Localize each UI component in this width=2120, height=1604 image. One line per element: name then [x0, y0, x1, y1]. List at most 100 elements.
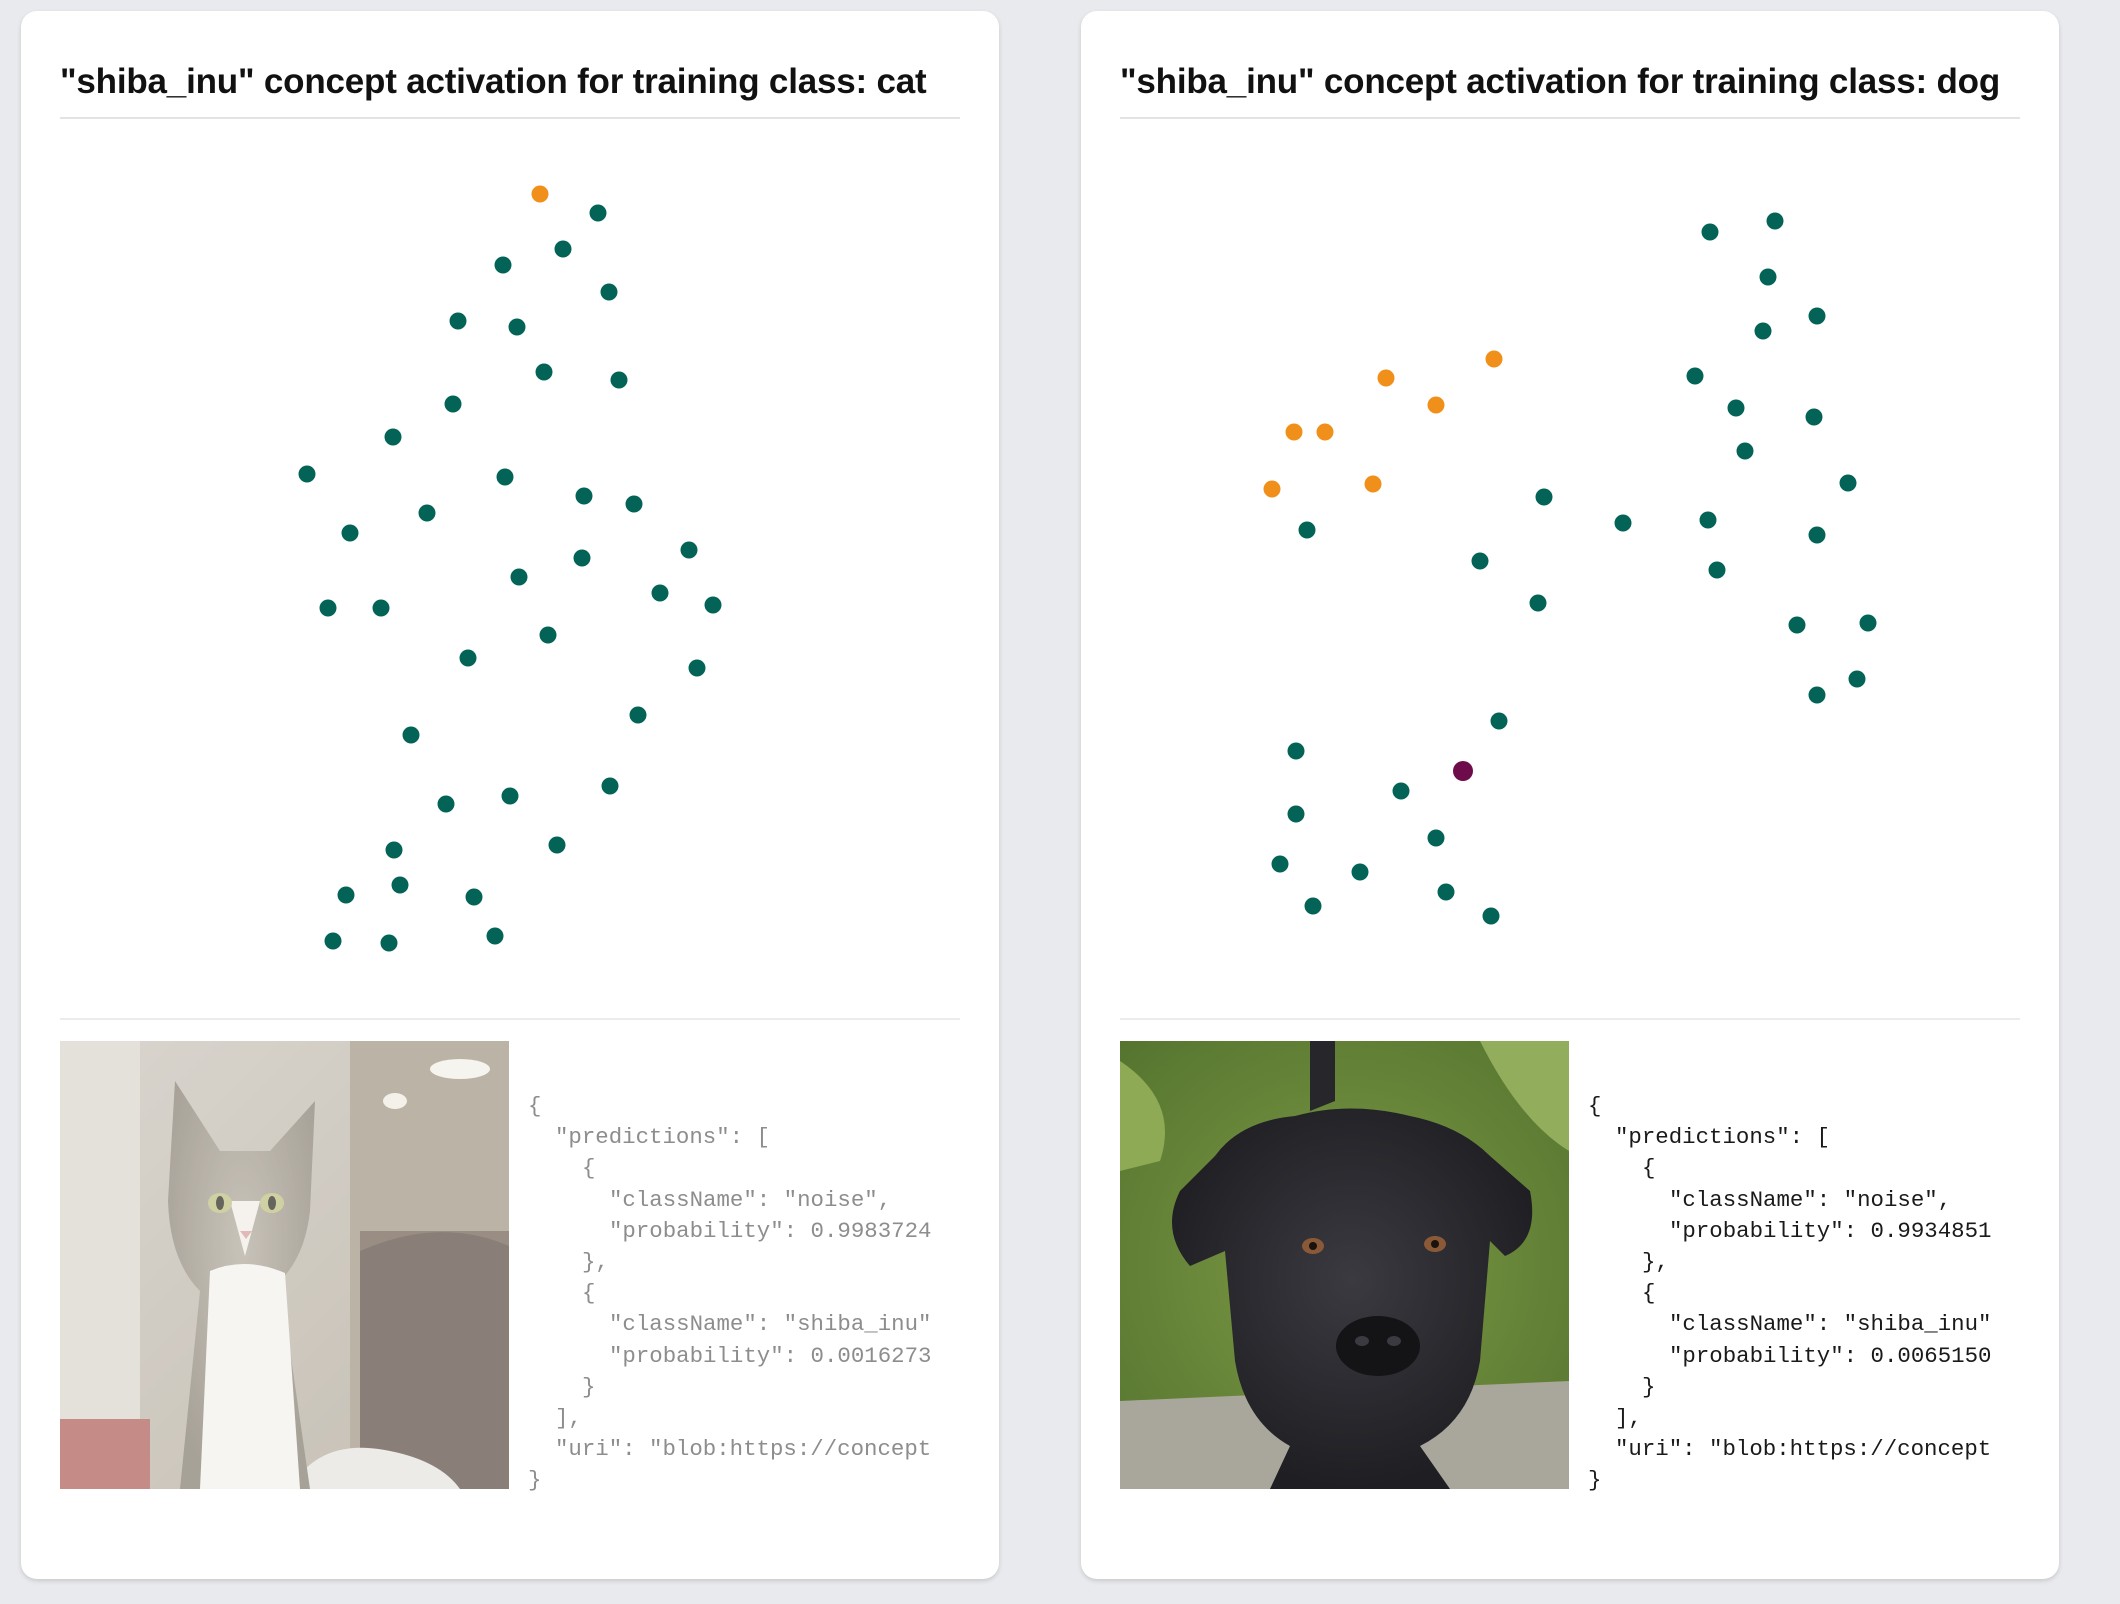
scatter-point-default[interactable] [625, 495, 643, 513]
scatter-point-default[interactable] [1701, 223, 1719, 241]
json-line: "className": "shiba_inu" [1669, 1311, 1992, 1338]
scatter-point-default[interactable] [496, 468, 514, 486]
scatter-point-default[interactable] [1392, 782, 1410, 800]
scatter-point-default[interactable] [1304, 897, 1322, 915]
scatter-point-default[interactable] [1437, 883, 1455, 901]
scatter-point-default[interactable] [1427, 829, 1445, 847]
scatter-point-default[interactable] [704, 596, 722, 614]
json-line: } [528, 1467, 542, 1494]
scatter-point-default[interactable] [1727, 399, 1745, 417]
scatter-point-default[interactable] [1535, 488, 1553, 506]
scatter-point-default[interactable] [1298, 521, 1316, 539]
json-line: { [1588, 1093, 1602, 1119]
json-line: { [1642, 1280, 1656, 1307]
scatter-point-default[interactable] [444, 395, 462, 413]
scatter-point-default[interactable] [380, 934, 398, 952]
scatter-point-default[interactable] [298, 465, 316, 483]
json-line: "probability": 0.0065150 [1669, 1342, 1992, 1369]
scatter-point-concept[interactable] [1263, 480, 1281, 498]
scatter-point-default[interactable] [1699, 511, 1717, 529]
scatter-point-default[interactable] [337, 886, 355, 904]
scatter-point-default[interactable] [1808, 526, 1826, 544]
scatter-point-concept[interactable] [1377, 369, 1395, 387]
scatter-point-default[interactable] [319, 599, 337, 617]
scatter-plot[interactable] [1081, 119, 2059, 1031]
scatter-point-default[interactable] [610, 371, 628, 389]
scatter-point-default[interactable] [508, 318, 526, 336]
scatter-point-concept[interactable] [1316, 423, 1334, 441]
scatter-point-default[interactable] [1805, 408, 1823, 426]
json-line: ], [555, 1404, 582, 1431]
json-line: "uri": "blob:https://concept [555, 1436, 932, 1463]
scatter-point-default[interactable] [1490, 712, 1508, 730]
scatter-point-default[interactable] [449, 312, 467, 330]
scatter-point-default[interactable] [680, 541, 698, 559]
scatter-point-default[interactable] [372, 599, 390, 617]
scatter-point-default[interactable] [1287, 742, 1305, 760]
scatter-point-default[interactable] [1529, 594, 1547, 612]
json-line: "className": "shiba_inu" [609, 1311, 932, 1338]
scatter-point-default[interactable] [324, 932, 342, 950]
scatter-point-concept[interactable] [1485, 350, 1503, 368]
scatter-point-default[interactable] [1754, 322, 1772, 340]
scatter-point-default[interactable] [486, 927, 504, 945]
json-line: "probability": 0.9934851 [1669, 1217, 1992, 1244]
scatter-point-concept[interactable] [1364, 475, 1382, 493]
json-line: "probability": 0.9983724 [609, 1217, 932, 1244]
scatter-point-default[interactable] [341, 524, 359, 542]
scatter-point-default[interactable] [501, 787, 519, 805]
scatter-point-default[interactable] [1759, 268, 1777, 286]
scatter-point-default[interactable] [573, 549, 591, 567]
prediction-json: {"predictions": [{"className": "noise", "… [528, 1091, 976, 1511]
scatter-point-default[interactable] [465, 888, 483, 906]
scatter-point-default[interactable] [437, 795, 455, 813]
scatter-point-default[interactable] [1708, 561, 1726, 579]
scatter-point-default[interactable] [1788, 616, 1806, 634]
scatter-point-default[interactable] [1471, 552, 1489, 570]
scatter-point-default[interactable] [1482, 907, 1500, 925]
json-line: ], [1615, 1404, 1642, 1431]
json-line: } [1642, 1373, 1656, 1400]
scatter-point-default[interactable] [1351, 863, 1369, 881]
scatter-point-default[interactable] [1271, 855, 1289, 873]
scatter-point-default[interactable] [1808, 686, 1826, 704]
scatter-point-concept[interactable] [531, 185, 549, 203]
panel-cat: "shiba_inu" concept activation for train… [21, 11, 999, 1579]
scatter-point-default[interactable] [548, 836, 566, 854]
scatter-point-default[interactable] [601, 777, 619, 795]
scatter-point-default[interactable] [391, 876, 409, 894]
scatter-point-concept[interactable] [1427, 396, 1445, 414]
json-line: } [1588, 1467, 1602, 1494]
scatter-point-default[interactable] [385, 841, 403, 859]
scatter-point-default[interactable] [629, 706, 647, 724]
scatter-point-default[interactable] [1766, 212, 1784, 230]
scatter-point-default[interactable] [1859, 614, 1877, 632]
scatter-plot[interactable] [21, 119, 999, 1031]
scatter-point-default[interactable] [554, 240, 572, 258]
json-line: }, [1642, 1248, 1669, 1275]
scatter-point-default[interactable] [1736, 442, 1754, 460]
scatter-point-default[interactable] [1614, 514, 1632, 532]
scatter-point-default[interactable] [494, 256, 512, 274]
scatter-point-default[interactable] [651, 584, 669, 602]
scatter-point-default[interactable] [510, 568, 528, 586]
scatter-point-default[interactable] [1287, 805, 1305, 823]
scatter-point-default[interactable] [589, 204, 607, 222]
scatter-point-default[interactable] [600, 283, 618, 301]
scatter-point-concept[interactable] [1285, 423, 1303, 441]
scatter-point-default[interactable] [384, 428, 402, 446]
scatter-point-default[interactable] [575, 487, 593, 505]
scatter-point-default[interactable] [1808, 307, 1826, 325]
scatter-point-default[interactable] [539, 626, 557, 644]
scatter-point-default[interactable] [418, 504, 436, 522]
scatter-point-selected[interactable] [1453, 761, 1473, 781]
json-line: "className": "noise", [609, 1186, 892, 1213]
scatter-point-default[interactable] [1839, 474, 1857, 492]
json-line: "className": "noise", [1669, 1186, 1952, 1213]
scatter-point-default[interactable] [688, 659, 706, 677]
scatter-point-default[interactable] [459, 649, 477, 667]
scatter-point-default[interactable] [1848, 670, 1866, 688]
scatter-point-default[interactable] [402, 726, 420, 744]
scatter-point-default[interactable] [535, 363, 553, 381]
scatter-point-default[interactable] [1686, 367, 1704, 385]
